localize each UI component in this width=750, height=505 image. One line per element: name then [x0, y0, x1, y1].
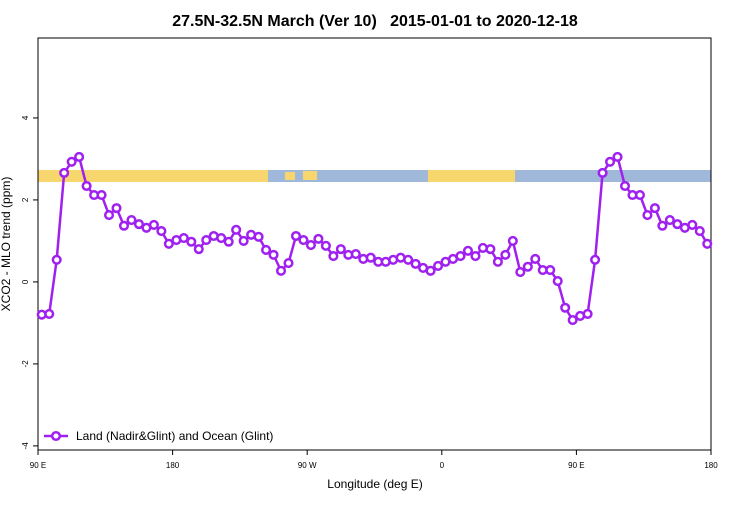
- data-point: [51, 254, 62, 265]
- data-point: [664, 214, 675, 226]
- x-tick-label: 90 E: [30, 461, 46, 470]
- data-point: [522, 261, 533, 272]
- data-point: [425, 265, 436, 276]
- data-point: [66, 156, 77, 167]
- data-point: [365, 252, 376, 263]
- x-tick-label: 180: [704, 461, 718, 470]
- data-point: [59, 167, 70, 178]
- data-point: [612, 151, 623, 162]
- data-point: [582, 308, 593, 319]
- data-point: [163, 238, 174, 249]
- data-point: [268, 249, 279, 260]
- data-point: [642, 210, 653, 221]
- data-point: [687, 219, 698, 230]
- data-point: [335, 244, 346, 255]
- data-point: [126, 214, 137, 226]
- data-point: [223, 236, 234, 247]
- data-point: [133, 219, 144, 230]
- data-point: [515, 267, 526, 278]
- data-point: [275, 265, 287, 276]
- data-point: [500, 249, 511, 260]
- data-point: [298, 235, 309, 246]
- y-tick-label: 4: [21, 115, 30, 120]
- data-point: [350, 248, 361, 260]
- data-point: [702, 238, 713, 249]
- data-point: [216, 233, 227, 244]
- data-point: [328, 251, 339, 262]
- x-tick-label: 180: [166, 461, 180, 470]
- y-axis-label: XCO2 - MLO trend (ppm): [0, 177, 13, 312]
- x-axis-label: Longitude (deg E): [327, 477, 422, 491]
- data-point: [178, 233, 189, 244]
- data-point: [320, 240, 331, 251]
- data-point: [118, 220, 130, 231]
- data-point: [552, 276, 563, 287]
- data-point: [231, 224, 242, 235]
- y-tick-label: -4: [21, 442, 30, 450]
- data-point: [313, 233, 324, 244]
- legend-label: Land (Nadir&Glint) and Ocean (Glint): [76, 429, 273, 443]
- y-tick-label: -2: [21, 360, 30, 368]
- data-point: [305, 239, 316, 251]
- data-point: [283, 258, 294, 269]
- data-point: [74, 151, 85, 162]
- data-point: [455, 251, 466, 262]
- data-point: [597, 167, 608, 178]
- x-tick-label: 0: [440, 461, 445, 470]
- data-point: [657, 220, 668, 231]
- data-point: [649, 203, 660, 214]
- x-tick-label: 90 E: [568, 461, 584, 470]
- land-strip: [428, 170, 515, 182]
- legend-marker: [50, 430, 62, 442]
- data-point: [193, 244, 204, 255]
- data-point: [590, 254, 601, 265]
- data-point: [507, 235, 518, 246]
- map-strip: [38, 170, 711, 182]
- data-point: [485, 244, 496, 255]
- land-strip: [303, 171, 317, 180]
- data-point: [111, 203, 122, 214]
- data-point: [433, 260, 444, 271]
- data-point: [560, 302, 571, 313]
- data-point: [567, 314, 578, 326]
- data-point: [470, 251, 481, 262]
- land-strip: [38, 170, 268, 182]
- data-point: [253, 231, 264, 242]
- legend: Land (Nadir&Glint) and Ocean (Glint): [44, 429, 273, 443]
- data-point: [492, 256, 503, 267]
- data-point: [81, 180, 92, 192]
- data-point: [634, 189, 646, 201]
- data-point: [290, 230, 302, 242]
- data-point: [410, 258, 421, 269]
- data-point: [156, 226, 167, 237]
- y-tick-label: 2: [21, 197, 30, 202]
- data-point: [261, 244, 272, 255]
- land-strip: [285, 172, 295, 180]
- data-point: [545, 264, 556, 276]
- chart-title: 27.5N-32.5N March (Ver 10) 2015-01-01 to…: [172, 13, 578, 30]
- data-point: [672, 219, 683, 230]
- data-point: [238, 235, 249, 246]
- data-point: [44, 308, 55, 319]
- data-point: [530, 253, 541, 265]
- data-point: [103, 210, 115, 221]
- data-point: [201, 235, 212, 246]
- data-point: [619, 180, 631, 192]
- y-tick-label: 0: [21, 279, 30, 284]
- data-point: [96, 189, 107, 201]
- data-point: [403, 254, 414, 265]
- data-point: [148, 219, 159, 230]
- data-point: [186, 236, 197, 247]
- x-tick-label: 90 W: [298, 461, 317, 470]
- data-point: [462, 245, 474, 256]
- data-point: [694, 226, 705, 237]
- data-point: [605, 156, 616, 167]
